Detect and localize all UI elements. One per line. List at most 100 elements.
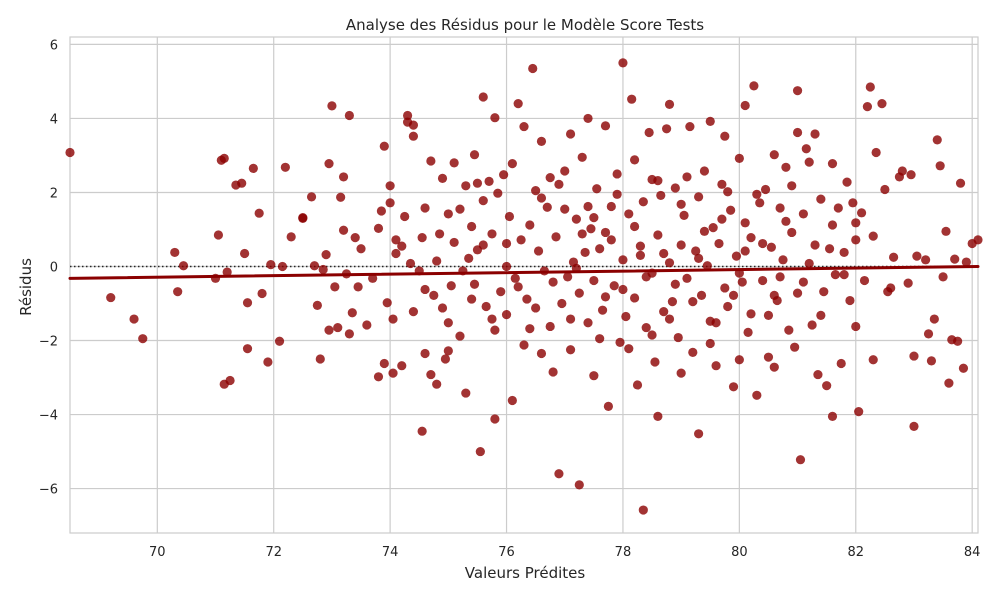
residual-point	[621, 311, 631, 322]
residual-point	[528, 63, 538, 74]
residual-point	[469, 279, 480, 289]
residual-point	[545, 321, 555, 332]
residual-point	[277, 261, 288, 272]
residual-point	[792, 288, 803, 298]
residual-point	[816, 310, 826, 320]
residual-point	[432, 256, 442, 266]
residual-points	[65, 58, 983, 515]
residual-point	[408, 131, 419, 141]
residual-point	[600, 292, 611, 302]
residual-point	[368, 273, 378, 283]
residual-point	[824, 244, 835, 254]
residual-point	[944, 378, 954, 388]
residual-point	[138, 334, 148, 344]
residual-point	[478, 92, 488, 102]
residual-point	[324, 325, 334, 335]
residual-point	[889, 252, 899, 262]
residual-point	[827, 158, 838, 169]
residual-point	[618, 284, 628, 295]
residual-point	[624, 344, 634, 354]
residual-point	[953, 336, 963, 346]
residual-point	[510, 273, 520, 283]
residual-point	[740, 100, 750, 111]
residual-point	[589, 371, 599, 381]
residual-point	[417, 426, 427, 436]
residual-point	[429, 290, 439, 300]
residual-point	[836, 358, 846, 369]
residual-point	[769, 150, 779, 160]
residual-point	[597, 305, 608, 315]
residual-point	[769, 290, 779, 300]
residual-point	[903, 278, 913, 288]
residual-point	[798, 277, 808, 287]
residual-point	[629, 155, 640, 165]
residual-point	[330, 282, 340, 292]
residual-point	[711, 318, 721, 328]
residual-point	[533, 246, 544, 256]
residual-point	[373, 372, 384, 382]
residual-point	[766, 242, 776, 252]
residual-point	[600, 227, 611, 238]
residual-point	[388, 314, 398, 324]
residual-point	[379, 358, 389, 369]
residual-point	[688, 347, 698, 357]
residual-point	[327, 101, 337, 111]
residual-point	[676, 199, 686, 209]
residual-point	[385, 198, 395, 208]
residual-point	[743, 327, 753, 337]
residual-point	[490, 325, 500, 335]
residual-point	[845, 295, 855, 306]
residual-point	[705, 116, 715, 126]
residual-point	[804, 157, 814, 167]
residual-point	[929, 314, 939, 324]
residual-point	[467, 294, 477, 304]
residual-point	[801, 144, 811, 154]
residual-point	[420, 203, 430, 213]
residual-point	[676, 240, 686, 250]
residual-point	[839, 270, 849, 280]
residual-point	[443, 346, 453, 356]
residual-point	[670, 279, 680, 289]
residual-point	[667, 297, 678, 307]
residual-point	[501, 238, 512, 249]
residual-point	[851, 218, 861, 228]
residual-point	[496, 287, 506, 297]
residual-point	[513, 282, 523, 292]
residual-point	[848, 198, 858, 208]
residual-point	[760, 184, 771, 195]
residual-point	[408, 120, 419, 130]
residual-point	[385, 181, 395, 191]
residual-point	[344, 329, 354, 339]
residual-point	[694, 253, 704, 263]
residual-point	[851, 321, 861, 332]
residual-point	[804, 258, 814, 269]
residual-point	[274, 336, 285, 346]
residual-point	[670, 183, 680, 193]
residual-point	[577, 229, 587, 239]
residual-point	[397, 361, 407, 371]
residual-point	[731, 251, 742, 261]
residual-point	[240, 248, 250, 259]
residual-point	[886, 283, 896, 293]
y-tick-labels: −6 −4 −2 0 2 4 6	[39, 38, 58, 497]
residual-point	[740, 246, 750, 256]
residual-point	[830, 270, 840, 280]
chart-title: Analyse des Résidus pour le Modèle Score…	[346, 16, 704, 34]
residual-point	[338, 225, 349, 235]
residual-point	[862, 101, 873, 112]
residual-point	[309, 261, 320, 271]
residual-point	[694, 192, 704, 202]
residual-point	[545, 173, 555, 183]
residual-point	[362, 320, 372, 330]
residual-point	[752, 390, 762, 400]
residual-point	[906, 170, 916, 180]
residual-point	[583, 201, 593, 212]
residual-point	[589, 275, 599, 286]
plot-area	[70, 37, 978, 533]
residual-point	[711, 361, 721, 371]
residual-point	[676, 368, 686, 378]
residual-point	[650, 357, 660, 367]
residual-point	[696, 290, 707, 300]
residual-point	[382, 298, 392, 308]
residual-point	[734, 153, 744, 164]
